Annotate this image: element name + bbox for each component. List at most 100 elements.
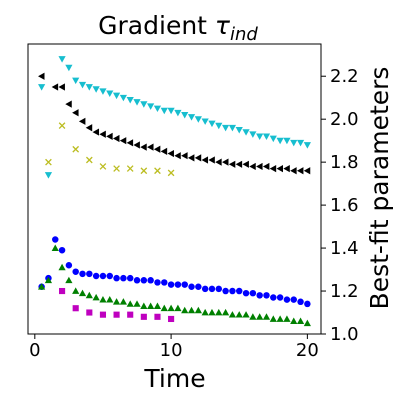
series-2-triangle-left-point xyxy=(112,134,120,143)
series-5-triangle-up-point xyxy=(167,304,175,312)
series-5-triangle-up-point xyxy=(249,313,257,320)
series-1-triangle-down-point xyxy=(106,90,114,98)
series-4-circle-point xyxy=(52,236,59,243)
series-5-triangle-up-point xyxy=(187,306,196,314)
series-2-triangle-left-point xyxy=(167,149,174,158)
series-2-triangle-left-point xyxy=(153,145,161,153)
series-4-circle-point xyxy=(167,281,175,288)
series-5-triangle-up-point xyxy=(235,311,243,318)
x-axis-label: Time xyxy=(143,364,205,393)
series-1-triangle-down-point xyxy=(44,172,53,179)
series-4-circle-point xyxy=(276,294,284,301)
series-4-circle-point xyxy=(256,292,263,299)
series-5-triangle-up-point xyxy=(181,306,189,314)
series-2-triangle-left-point xyxy=(119,137,127,145)
series-4-circle-point xyxy=(297,298,304,306)
y-tick-label: 1.2 xyxy=(330,281,359,302)
series-1-triangle-down-point xyxy=(235,127,243,134)
series-4-circle-point xyxy=(290,296,297,303)
series-1-triangle-down-point xyxy=(99,88,107,95)
series-4-circle-point xyxy=(263,292,270,299)
series-4-circle-point xyxy=(188,283,195,290)
series-4-circle-point xyxy=(270,294,277,301)
series-1-triangle-down-point xyxy=(112,92,121,100)
series-2-triangle-left-point xyxy=(187,154,195,162)
series-1-triangle-down-point xyxy=(215,122,223,130)
series-2-triangle-left-point xyxy=(92,128,100,136)
series-1-triangle-down-point xyxy=(167,107,175,115)
series-5-triangle-up-point xyxy=(92,293,100,301)
data-markers xyxy=(38,56,311,327)
series-3-x-point xyxy=(113,165,120,172)
series-5-triangle-up-point xyxy=(38,283,46,290)
series-2-triangle-left-point xyxy=(181,152,188,160)
series-2-triangle-left-point xyxy=(208,156,215,164)
series-4-circle-point xyxy=(235,287,243,295)
y-tick-label: 2.2 xyxy=(330,66,359,87)
series-1-triangle-down-point xyxy=(65,64,73,72)
series-2-triangle-left-point xyxy=(106,132,113,140)
chart-title-main: Gradient xyxy=(98,11,215,40)
series-1-triangle-down-point xyxy=(160,107,168,115)
series-3-x-point xyxy=(58,122,66,129)
series-3-x-point xyxy=(140,167,148,175)
chart-title-subscript: ind xyxy=(230,24,258,45)
series-4-circle-point xyxy=(201,285,209,293)
series-2-triangle-left-point xyxy=(38,72,45,80)
y-axis-label: Best-fit parameters xyxy=(365,67,394,310)
series-5-triangle-up-point xyxy=(106,296,114,303)
series-2-triangle-left-point xyxy=(249,162,256,171)
series-1-triangle-down-point xyxy=(119,94,127,102)
series-1-triangle-down-point xyxy=(181,112,189,119)
series-2-triangle-left-point xyxy=(78,117,86,125)
series-4-circle-point xyxy=(229,287,236,295)
series-1-triangle-down-point xyxy=(222,124,230,132)
series-1-triangle-down-point xyxy=(276,137,284,145)
series-6-square-point xyxy=(113,311,120,318)
y-tick-label: 1.6 xyxy=(330,195,359,216)
series-6-square-point xyxy=(168,315,175,323)
series-5-triangle-up-point xyxy=(269,315,277,322)
y-axis-ticks: 1.0 1.2 1.4 1.6 1.8 2.0 2.2 xyxy=(321,66,359,345)
series-2-triangle-left-point xyxy=(51,83,59,91)
series-5-triangle-up-point xyxy=(85,291,93,299)
series-1-triangle-down-point xyxy=(92,86,100,93)
series-1-triangle-down-point xyxy=(38,84,46,91)
series-4-circle-point xyxy=(79,270,86,278)
series-1-triangle-down-point xyxy=(208,120,216,128)
series-4-circle-point xyxy=(126,274,134,282)
series-4-circle-point xyxy=(242,289,250,297)
series-4-circle-point xyxy=(181,281,188,288)
x-axis-ticks: 0 10 20 xyxy=(29,334,319,361)
series-1-triangle-down-point xyxy=(201,118,209,125)
series-5-triangle-up-point xyxy=(174,304,182,312)
series-5-triangle-up-point xyxy=(112,298,121,305)
series-3-x-point xyxy=(45,158,52,166)
series-2-triangle-left-point xyxy=(256,162,263,171)
chart-title: Gradient τind xyxy=(98,11,258,45)
series-1-triangle-down-point xyxy=(147,103,155,110)
series-5-triangle-up-point xyxy=(262,313,271,320)
series-5-triangle-up-point xyxy=(58,263,66,271)
series-4-circle-point xyxy=(249,289,257,297)
x-tick-label: 10 xyxy=(160,340,183,361)
series-1-triangle-down-point xyxy=(78,81,87,89)
series-1-triangle-down-point xyxy=(140,101,148,108)
series-3-x-point xyxy=(167,169,175,177)
series-4-circle-point xyxy=(106,272,114,280)
series-4-circle-point xyxy=(99,272,107,280)
series-4-circle-point xyxy=(208,285,216,293)
series-2-triangle-left-point xyxy=(85,124,93,132)
series-5-triangle-up-point xyxy=(194,306,202,314)
series-3-x-point xyxy=(126,165,134,172)
series-5-triangle-up-point xyxy=(78,289,87,297)
series-1-triangle-down-point xyxy=(187,114,196,121)
series-1-triangle-down-point xyxy=(133,99,141,106)
series-2-triangle-left-point xyxy=(147,143,154,151)
series-2-triangle-left-point xyxy=(222,158,229,166)
series-2-triangle-left-point xyxy=(276,164,283,173)
series-4-circle-point xyxy=(113,274,120,282)
series-5-triangle-up-point xyxy=(290,317,298,324)
series-2-triangle-left-point xyxy=(235,160,243,168)
